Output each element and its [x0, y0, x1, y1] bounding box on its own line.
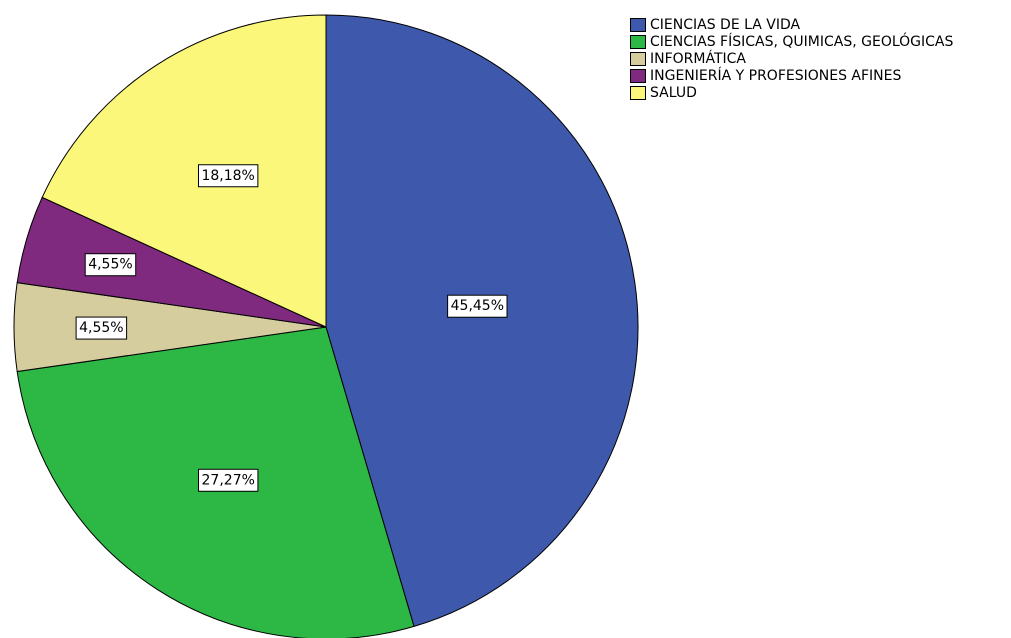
pie-slice — [41, 14, 327, 328]
legend-swatch — [630, 18, 646, 32]
legend-swatch — [630, 35, 646, 49]
legend-item: CIENCIAS DE LA VIDA — [630, 18, 1008, 33]
data-label: 18,18% — [197, 164, 259, 188]
legend-swatch — [630, 86, 646, 100]
label-box — [197, 164, 259, 188]
legend-swatch — [630, 52, 646, 66]
legend-swatch — [630, 69, 646, 83]
legend-item: INGENIERÍA Y PROFESIONES AFINES — [630, 69, 1008, 84]
data-label: 27,27% — [198, 468, 259, 492]
data-label: 45,45% — [447, 294, 508, 318]
label-box — [75, 316, 128, 340]
legend-label: SALUD — [650, 85, 697, 101]
label-box — [447, 294, 508, 318]
legend: CIENCIAS DE LA VIDA CIENCIAS FÍSICAS, QUI… — [630, 18, 1008, 103]
legend-item: CIENCIAS FÍSICAS, QUIMICAS, GEOLÓGICAS — [630, 35, 1008, 50]
legend-item: SALUD — [630, 86, 1008, 101]
data-label: 4,55% — [75, 316, 128, 340]
label-text: 18,18% — [201, 168, 254, 184]
legend-label: CIENCIAS DE LA VIDA — [650, 17, 801, 33]
legend-label: INGENIERÍA Y PROFESIONES AFINES — [650, 68, 902, 84]
legend-item: INFORMÁTICA — [630, 52, 1008, 67]
label-text: 45,45% — [451, 298, 504, 314]
legend-label: CIENCIAS FÍSICAS, QUIMICAS, GEOLÓGICAS — [650, 34, 954, 50]
pie-slice — [325, 14, 639, 627]
label-box — [198, 468, 259, 492]
data-label: 4,55% — [84, 253, 137, 277]
legend-label: INFORMÁTICA — [650, 51, 747, 67]
label-text: 4,55% — [79, 320, 123, 336]
label-text: 27,27% — [202, 472, 255, 488]
label-box — [84, 253, 137, 277]
label-text: 4,55% — [88, 257, 132, 273]
